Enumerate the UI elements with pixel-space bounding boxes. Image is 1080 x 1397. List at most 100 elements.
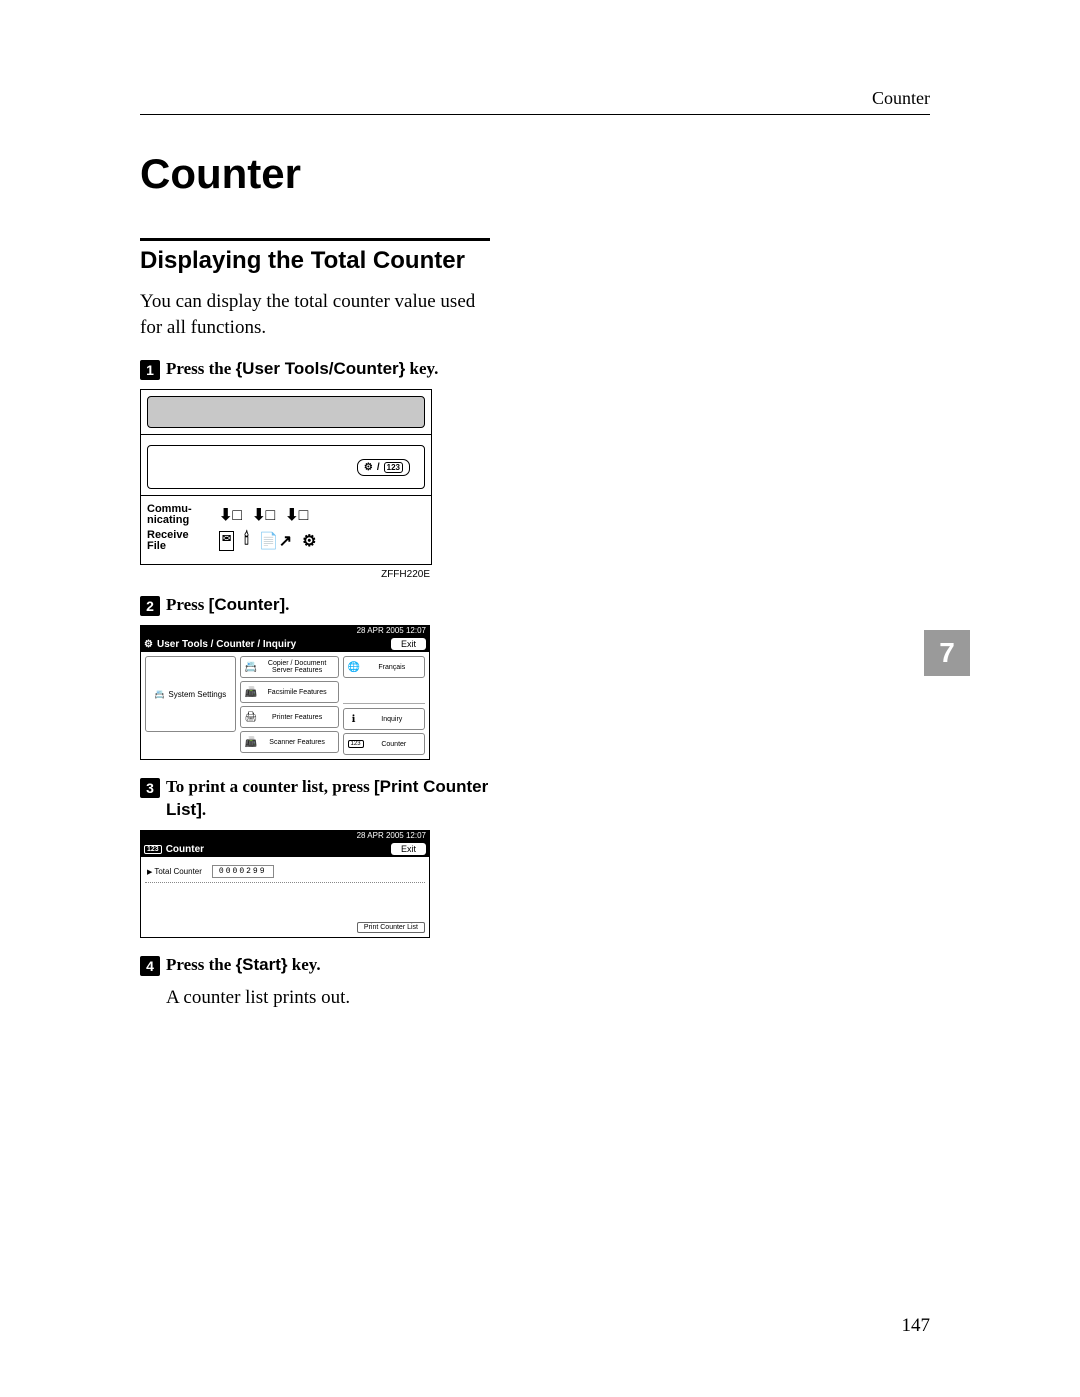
arrow-down-tray-icon: ⬇□ [285,505,308,525]
step-3-suffix: . [202,800,206,819]
header-rule [140,114,930,115]
hardware-panel-figure: ⚙ / 123 Commu- nicating ⬇□ ⬇□ ⬇□ Receive… [140,389,432,565]
counter-button[interactable]: 123 Counter [343,733,425,755]
total-counter-row: Total Counter 0000299 [145,861,425,883]
step-number: 3 [140,778,160,798]
printer-features-button[interactable]: 🖨 Printer Features [240,706,339,728]
fax-label: Facsimile Features [261,689,334,696]
screen-titlebar: 123 Counter Exit [140,841,430,857]
screen-title: User Tools / Counter / Inquiry [157,639,296,650]
communicating-icons: ⬇□ ⬇□ ⬇□ [219,505,308,525]
screen-body: 📇 System Settings 📇 Copier / Document Ser… [140,652,430,760]
step-4-suffix: key. [288,955,321,974]
page-number: 147 [902,1315,931,1337]
printer-icon: 🖨 [245,712,257,723]
divider [343,703,425,704]
step-3-text: To print a counter list, press [Print Co… [166,776,490,822]
receive-file-label: Receive File [147,530,209,552]
step-2-suffix: . [285,595,289,614]
communicating-label: Commu- nicating [147,504,209,526]
total-counter-value: 0000299 [212,865,274,878]
ut-col-mid: 📇 Copier / Document Server Features 📠 Facs… [240,656,339,755]
panel-keyrow: ⚙ / 123 [147,445,425,489]
fax-features-button[interactable]: 📠 Facsimile Features [240,681,339,703]
gear-icon: ⚙ [364,462,373,473]
system-settings-label: System Settings [168,690,226,699]
counter-screen-body: Total Counter 0000299 Print Counter List [140,857,430,938]
panel-status-row-2: Receive File ✉ 🕯 📄↗ ⚙ [147,528,431,554]
spacer [343,681,425,699]
counter-screen-figure: 28 APR 2005 12:07 123 Counter Exit Total… [140,830,430,938]
step-2-strong: [Counter] [209,595,285,614]
step-2-prefix: Press [166,595,209,614]
step-3-prefix: To print a counter list, press [166,777,374,796]
step-2-text: Press [Counter]. [166,594,289,617]
scanner-label: Scanner Features [261,739,334,746]
language-button[interactable]: 🌐Français [343,656,425,678]
arrow-down-tray-icon: ⬇□ [219,505,242,525]
step-4-prefix: Press the [166,955,236,974]
step-1-suffix: key. [405,359,438,378]
panel-midbar [141,434,431,445]
counter-123-icon: 123 [144,845,162,854]
gear-icon: ⚙ [144,639,153,650]
fax-icon: 📠 [245,687,257,698]
step-number: 4 [140,956,160,976]
exit-button[interactable]: Exit [391,843,426,855]
ut-col-right: 🌐Français ℹ Inquiry 123 Counter [343,656,425,755]
page: Counter Counter Displaying the Total Cou… [0,0,1080,1397]
panel-status-row-1: Commu- nicating ⬇□ ⬇□ ⬇□ [147,502,431,528]
counter-label: Counter [368,741,420,748]
section-title: Displaying the Total Counter [140,247,490,275]
scanner-features-button[interactable]: 📠 Scanner Features [240,731,339,753]
receive-file-icons: ✉ 🕯 📄↗ ⚙ [219,531,316,551]
step-4-followup: A counter list prints out. [166,985,490,1011]
screen-timestamp: 28 APR 2005 12:07 [140,830,430,841]
step-number: 1 [140,360,160,380]
section-rule [140,238,490,241]
copier-label: Copier / Document Server Features [261,660,334,674]
info-icon: ℹ [348,714,360,725]
step-2: 2 Press [Counter]. [140,594,490,617]
envelope-icon: ✉ [219,531,234,551]
ut-col-left: 📇 System Settings [145,656,236,755]
page-title: Counter [140,150,970,198]
doc-out-icon: 📄↗ [259,531,292,551]
settings-icon: 📇 [154,690,164,699]
step-4-text: Press the {Start} key. [166,954,321,977]
panel-status-block: Commu- nicating ⬇□ ⬇□ ⬇□ Receive File ✉ … [141,495,431,564]
language-label: Français [364,664,420,671]
print-counter-list-button[interactable]: Print Counter List [357,922,425,933]
user-tools-screen-figure: 28 APR 2005 12:07 ⚙ User Tools / Counter… [140,625,430,760]
screen-title: Counter [166,844,204,855]
scanner-icon: 📠 [245,737,257,748]
counter-123-icon: 123 [348,740,364,748]
inquiry-button[interactable]: ℹ Inquiry [343,708,425,730]
counter-footer: Print Counter List [145,918,425,933]
intro-paragraph: You can display the total counter value … [140,289,490,340]
step-number: 2 [140,596,160,616]
step-3: 3 To print a counter list, press [Print … [140,776,490,822]
screen-timestamp: 28 APR 2005 12:07 [140,625,430,636]
copier-icon: 📇 [245,662,257,673]
counter-123-icon: 123 [384,462,403,473]
copier-features-button[interactable]: 📇 Copier / Document Server Features [240,656,339,678]
system-settings-button[interactable]: 📇 System Settings [145,656,236,732]
step-4: 4 Press the {Start} key. [140,954,490,977]
user-tools-counter-key[interactable]: ⚙ / 123 [357,459,410,476]
step-1-key: {User Tools/Counter} [236,359,406,378]
user-tools-grid: 📇 System Settings 📇 Copier / Document Ser… [145,656,425,755]
candle-icon: 🕯 [244,531,249,551]
running-head: Counter [872,88,930,109]
content-column: Displaying the Total Counter You can dis… [140,238,490,1011]
panel-display [147,396,425,428]
step-1: 1 Press the {User Tools/Counter} key. [140,358,490,381]
screen-titlebar: ⚙ User Tools / Counter / Inquiry Exit [140,636,430,652]
inquiry-label: Inquiry [364,716,420,723]
exit-button[interactable]: Exit [391,638,426,650]
step-1-text: Press the {User Tools/Counter} key. [166,358,438,381]
total-counter-label: Total Counter [147,867,202,876]
printer-label: Printer Features [261,714,334,721]
arrow-down-tray-icon: ⬇□ [252,505,275,525]
slash-icon: / [377,462,380,473]
